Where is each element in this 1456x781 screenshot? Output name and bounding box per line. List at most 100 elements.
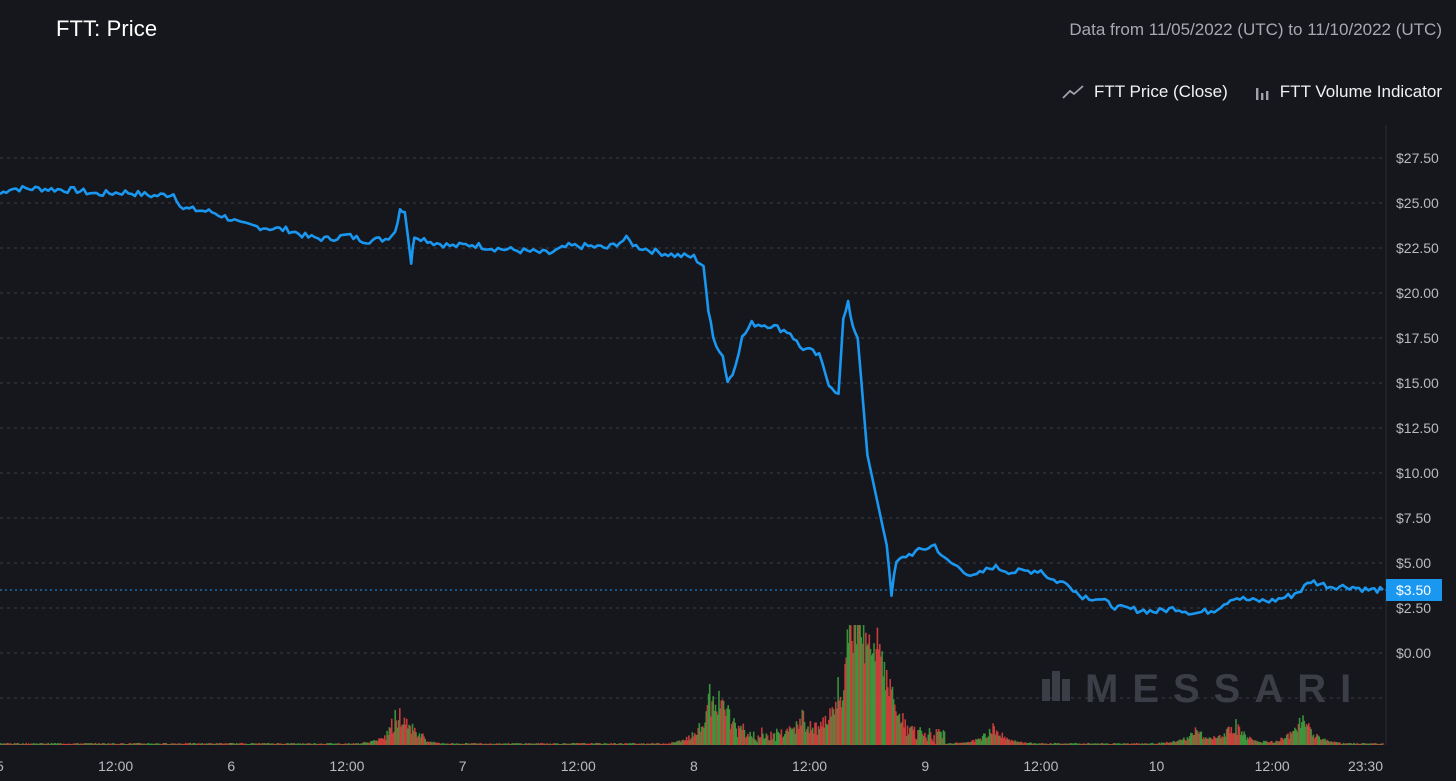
volume-bar bbox=[1319, 739, 1322, 745]
legend-item-price[interactable]: FTT Price (Close) bbox=[1062, 82, 1228, 102]
volume-bar bbox=[907, 734, 910, 745]
volume-bar bbox=[644, 744, 646, 745]
volume-bar bbox=[882, 676, 884, 745]
volume-bar bbox=[381, 738, 384, 745]
volume-bar bbox=[634, 743, 637, 745]
volume-bar bbox=[872, 653, 874, 745]
volume-bar bbox=[186, 743, 188, 745]
volume-bar bbox=[409, 725, 411, 745]
volume-bar bbox=[747, 733, 749, 745]
volume-bar bbox=[247, 744, 250, 745]
volume-bar bbox=[1060, 743, 1063, 745]
volume-bar bbox=[1253, 740, 1256, 745]
volume-bar bbox=[266, 743, 268, 745]
volume-bar bbox=[223, 743, 225, 745]
volume-bar bbox=[592, 743, 594, 745]
volume-bar bbox=[1313, 738, 1316, 745]
volume-bar bbox=[860, 637, 862, 745]
volume-bar bbox=[1, 743, 3, 745]
volume-bar bbox=[1117, 743, 1119, 745]
volume-bar bbox=[1238, 726, 1241, 745]
volume-bar bbox=[1250, 737, 1252, 745]
volume-bar bbox=[6, 743, 9, 745]
volume-bar bbox=[11, 744, 14, 745]
volume-bar bbox=[1363, 743, 1366, 745]
volume-bar bbox=[364, 742, 366, 745]
volume-bar bbox=[597, 743, 600, 745]
volume-bar bbox=[113, 743, 115, 745]
volume-bar bbox=[434, 742, 437, 745]
volume-bar bbox=[430, 741, 432, 745]
volume-bar bbox=[421, 734, 423, 745]
legend-item-volume[interactable]: FTT Volume Indicator bbox=[1254, 82, 1442, 102]
volume-bar bbox=[1016, 741, 1019, 745]
volume-bar bbox=[98, 743, 100, 745]
volume-bar bbox=[1173, 741, 1176, 745]
volume-bar bbox=[1095, 743, 1097, 745]
volume-bar bbox=[567, 743, 570, 745]
volume-bar bbox=[340, 744, 342, 745]
volume-bar bbox=[939, 731, 941, 745]
volume-bar bbox=[445, 743, 447, 745]
volume-bar bbox=[331, 743, 334, 745]
volume-bar bbox=[693, 733, 696, 745]
volume-bar bbox=[922, 736, 925, 745]
volume-bar bbox=[779, 734, 782, 745]
volume-bar bbox=[1235, 719, 1237, 745]
volume-bar bbox=[416, 737, 418, 745]
volume-bar bbox=[39, 743, 41, 745]
volume-bar bbox=[451, 743, 453, 745]
volume-bar bbox=[175, 744, 178, 745]
volume-bar bbox=[772, 733, 775, 745]
volume-bar bbox=[851, 641, 853, 745]
volume-bar bbox=[611, 744, 614, 745]
volume-bar bbox=[670, 742, 673, 745]
volume-bar bbox=[573, 743, 576, 745]
volume-bar bbox=[504, 743, 506, 745]
volume-bar bbox=[1165, 741, 1168, 745]
volume-bar bbox=[942, 730, 945, 745]
volume-bar bbox=[490, 743, 492, 745]
volume-bar bbox=[740, 725, 742, 745]
x-tick-label: 23:30 bbox=[1348, 758, 1383, 774]
volume-bar bbox=[1326, 739, 1329, 745]
volume-bar bbox=[1193, 734, 1196, 745]
volume-bar bbox=[1051, 743, 1053, 745]
volume-bar bbox=[1318, 736, 1320, 745]
volume-bar bbox=[847, 642, 850, 745]
volume-bar bbox=[94, 742, 97, 745]
volume-bar bbox=[267, 743, 269, 745]
volume-bar bbox=[802, 711, 805, 745]
volume-bar bbox=[215, 743, 217, 745]
volume-bar bbox=[613, 743, 615, 745]
volume-bar bbox=[1339, 742, 1341, 745]
volume-bar bbox=[1143, 743, 1146, 745]
volume-bar bbox=[555, 743, 557, 745]
volume-bar bbox=[37, 744, 39, 745]
volume-bar bbox=[764, 737, 767, 745]
volume-bar bbox=[697, 728, 699, 745]
volume-bar bbox=[152, 743, 155, 745]
volume-bar bbox=[366, 742, 369, 745]
volume-bar bbox=[136, 743, 139, 745]
volume-bar bbox=[996, 731, 999, 745]
volume-bar bbox=[853, 625, 856, 745]
volume-bar bbox=[149, 743, 151, 745]
volume-bar bbox=[608, 743, 610, 745]
volume-bar bbox=[591, 743, 593, 745]
volume-bar bbox=[347, 743, 349, 745]
volume-bar bbox=[1325, 740, 1327, 745]
volume-bar bbox=[756, 742, 758, 745]
volume-bar bbox=[800, 725, 802, 745]
x-tick-label: 12:00 bbox=[98, 758, 133, 774]
volume-bar bbox=[580, 743, 583, 745]
volume-bar bbox=[30, 743, 32, 745]
volume-bar bbox=[118, 743, 120, 745]
volume-bar bbox=[382, 739, 385, 745]
volume-bar bbox=[1030, 742, 1033, 745]
volume-bar bbox=[689, 739, 691, 745]
volume-bar bbox=[1201, 739, 1204, 745]
volume-bar bbox=[1005, 739, 1007, 745]
volume-bar bbox=[1033, 743, 1036, 745]
